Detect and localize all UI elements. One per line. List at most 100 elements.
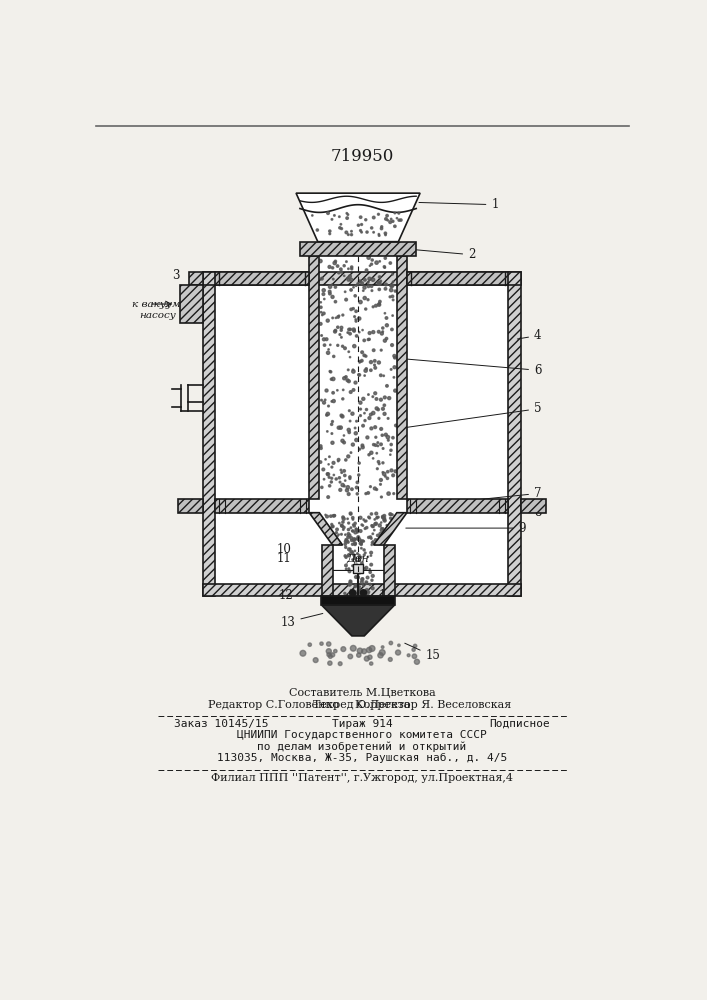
Circle shape — [346, 455, 350, 458]
Circle shape — [362, 591, 364, 593]
Circle shape — [334, 215, 335, 216]
Circle shape — [378, 330, 380, 333]
Circle shape — [383, 412, 386, 415]
Circle shape — [390, 369, 392, 370]
Circle shape — [412, 648, 415, 651]
Circle shape — [382, 516, 385, 519]
Circle shape — [354, 585, 356, 588]
Circle shape — [356, 531, 358, 533]
Circle shape — [407, 654, 410, 657]
Circle shape — [358, 554, 360, 556]
Circle shape — [363, 585, 364, 586]
Circle shape — [364, 656, 369, 661]
Circle shape — [393, 493, 395, 495]
Circle shape — [379, 261, 380, 262]
Circle shape — [360, 415, 361, 417]
Circle shape — [347, 214, 349, 215]
Circle shape — [327, 405, 329, 407]
Circle shape — [391, 328, 393, 331]
Bar — [322, 545, 332, 596]
Circle shape — [373, 444, 375, 446]
Circle shape — [343, 441, 346, 444]
Circle shape — [383, 375, 385, 377]
Circle shape — [352, 308, 354, 310]
Circle shape — [359, 362, 361, 363]
Circle shape — [359, 216, 362, 218]
Circle shape — [383, 396, 386, 399]
Polygon shape — [322, 605, 395, 636]
Circle shape — [348, 522, 350, 524]
Bar — [354, 564, 363, 573]
Circle shape — [377, 281, 380, 285]
Circle shape — [354, 555, 355, 556]
Circle shape — [342, 389, 344, 391]
Polygon shape — [373, 513, 407, 545]
Circle shape — [361, 446, 364, 449]
Circle shape — [326, 649, 332, 654]
Circle shape — [340, 224, 341, 225]
Circle shape — [385, 283, 387, 286]
Circle shape — [322, 468, 325, 471]
Circle shape — [354, 543, 356, 546]
Circle shape — [344, 540, 347, 543]
Circle shape — [344, 485, 345, 487]
Circle shape — [379, 300, 381, 303]
Circle shape — [362, 649, 367, 654]
Polygon shape — [296, 193, 420, 242]
Circle shape — [380, 479, 382, 481]
Circle shape — [332, 317, 334, 319]
Circle shape — [385, 317, 387, 319]
Circle shape — [364, 369, 368, 372]
Circle shape — [328, 661, 332, 665]
Circle shape — [356, 486, 358, 489]
Circle shape — [395, 290, 397, 292]
Circle shape — [344, 480, 346, 481]
Circle shape — [332, 355, 335, 358]
Circle shape — [347, 428, 351, 431]
Circle shape — [326, 412, 329, 416]
Circle shape — [353, 525, 356, 527]
Circle shape — [378, 233, 380, 235]
Circle shape — [364, 420, 366, 422]
Circle shape — [372, 396, 374, 397]
Circle shape — [348, 268, 349, 269]
Circle shape — [356, 576, 359, 579]
Circle shape — [351, 645, 356, 651]
Circle shape — [348, 351, 349, 352]
Circle shape — [340, 329, 342, 331]
Circle shape — [355, 319, 356, 320]
Circle shape — [385, 234, 386, 236]
Circle shape — [343, 377, 346, 380]
Circle shape — [382, 472, 384, 473]
Circle shape — [369, 265, 370, 266]
Circle shape — [363, 290, 364, 291]
Circle shape — [358, 474, 360, 476]
Circle shape — [363, 339, 366, 342]
Circle shape — [376, 517, 378, 519]
Circle shape — [344, 291, 346, 293]
Circle shape — [351, 443, 354, 446]
Circle shape — [349, 590, 356, 596]
Bar — [180, 285, 203, 323]
Text: Подписное: Подписное — [489, 719, 549, 729]
Circle shape — [359, 300, 362, 304]
Circle shape — [351, 539, 353, 541]
Circle shape — [371, 587, 374, 590]
Circle shape — [378, 361, 380, 364]
Circle shape — [339, 334, 341, 335]
Circle shape — [353, 287, 354, 288]
Circle shape — [320, 322, 322, 325]
Circle shape — [341, 345, 344, 347]
Circle shape — [327, 473, 329, 476]
Circle shape — [320, 311, 322, 313]
Circle shape — [358, 374, 360, 376]
Circle shape — [385, 433, 387, 436]
Circle shape — [328, 476, 330, 478]
Circle shape — [373, 487, 376, 490]
Circle shape — [349, 580, 351, 582]
Circle shape — [390, 285, 392, 287]
Circle shape — [338, 477, 341, 479]
Circle shape — [373, 458, 374, 459]
Circle shape — [394, 389, 397, 392]
Text: Филиал ППП ''Патент'', г.Ужгород, ул.Проектная,4: Филиал ППП ''Патент'', г.Ужгород, ул.Про… — [211, 773, 513, 783]
